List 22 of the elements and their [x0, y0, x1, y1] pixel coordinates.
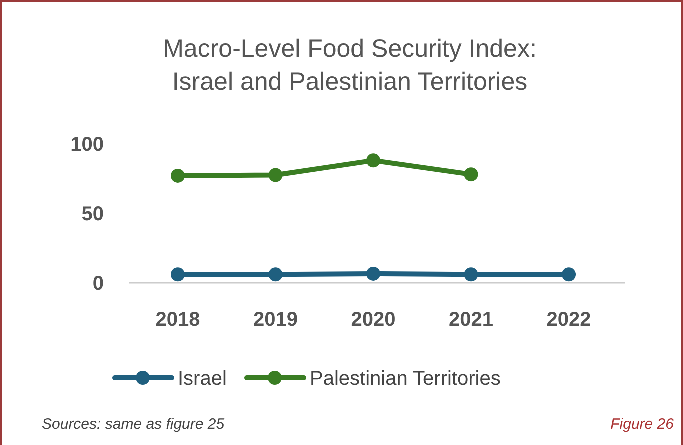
caption: Figure 26: [610, 416, 675, 433]
y-tick-label: 0: [92, 273, 104, 295]
point: [464, 168, 478, 182]
point: [171, 168, 185, 183]
x-tick-label: 2019: [254, 309, 298, 331]
x-tick-label: 2018: [156, 309, 200, 331]
point: [562, 268, 576, 282]
legend-label: Palestinian Territories: [310, 368, 501, 390]
x-tick-label: 2020: [351, 309, 396, 331]
point: [464, 268, 478, 282]
point: [171, 268, 185, 282]
source-note: Sources: same as figure 25: [42, 416, 226, 433]
x-tick-label: 2022: [546, 309, 592, 331]
point: [268, 168, 283, 182]
x-tick-label: 2021: [449, 309, 494, 331]
point: [366, 154, 380, 168]
point: [268, 268, 283, 282]
legend-label: Israel: [178, 368, 227, 390]
point: [366, 266, 380, 281]
chart-title: Macro-Level Food Security Index: Israel and Palestinian Territories: [163, 35, 537, 96]
y-tick-label: 100: [70, 134, 104, 156]
y-tick-label: 50: [82, 204, 104, 226]
